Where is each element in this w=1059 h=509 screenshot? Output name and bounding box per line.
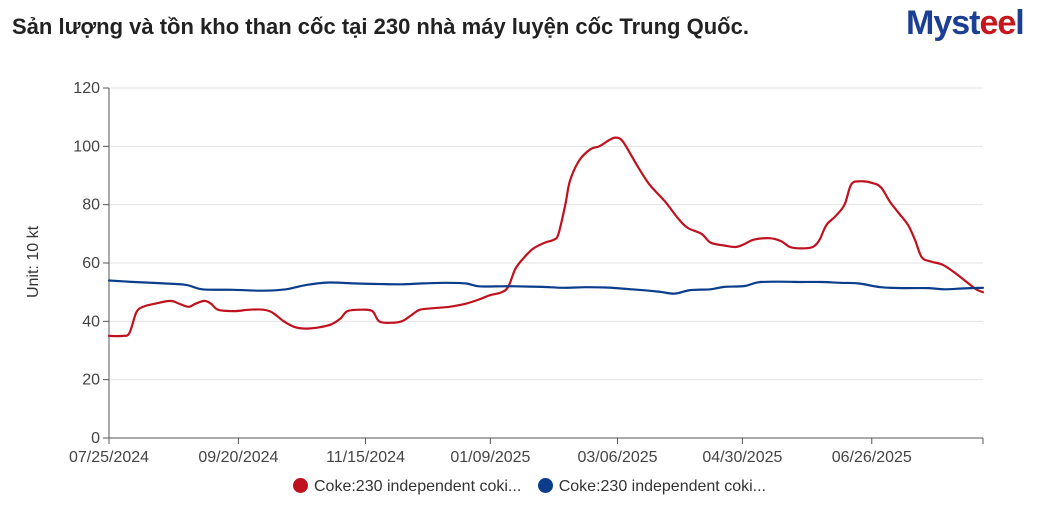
y-tick-label: 60 — [82, 255, 100, 272]
axes — [108, 88, 984, 444]
y-tick-label: 0 — [91, 430, 100, 447]
legend-item-series-1[interactable]: Coke:230 independent coki... — [293, 478, 521, 496]
legend-marker-series-1 — [293, 478, 308, 493]
chart-title: Sản lượng và tồn kho than cốc tại 230 nh… — [12, 14, 749, 39]
legend-label-series-1: Coke:230 independent coki... — [314, 478, 522, 495]
y-axis-label: Unit: 10 kt — [25, 225, 42, 298]
grid-lines — [109, 87, 983, 381]
x-tick-label: 01/09/2025 — [450, 449, 530, 466]
y-tick-label: 40 — [82, 313, 100, 330]
x-tick-label: 07/25/2024 — [69, 449, 149, 466]
y-tick-label: 80 — [82, 197, 100, 214]
legend-marker-series-2 — [537, 478, 553, 493]
x-tick-label: 09/20/2024 — [198, 449, 278, 466]
legend-item-series-2[interactable]: Coke:230 independent coki... — [537, 478, 766, 496]
series-line-2[interactable] — [107, 279, 985, 295]
series-line-1[interactable] — [107, 136, 985, 338]
x-tick-label: 06/26/2025 — [832, 449, 912, 466]
series-lines — [107, 136, 985, 338]
legend-label-series-2: Coke:230 independent coki... — [558, 478, 766, 495]
y-tick-label: 20 — [82, 372, 100, 389]
x-tick-label: 11/15/2024 — [326, 449, 405, 466]
mysteel-logo: Mysteel — [906, 4, 1025, 42]
x-tick-label: 03/06/2025 — [577, 449, 657, 466]
y-axis-ticks: 0 20 40 60 80 100 120 — [73, 80, 109, 447]
x-tick-label: 04/30/2025 — [702, 449, 782, 466]
x-axis-ticks: 07/25/2024 09/20/2024 11/15/2024 01/09/2025… — [69, 438, 912, 466]
y-tick-label: 120 — [73, 80, 100, 97]
legend: Coke:230 independent coki... Coke:230 in… — [0, 478, 1059, 496]
y-tick-label: 100 — [73, 138, 100, 155]
